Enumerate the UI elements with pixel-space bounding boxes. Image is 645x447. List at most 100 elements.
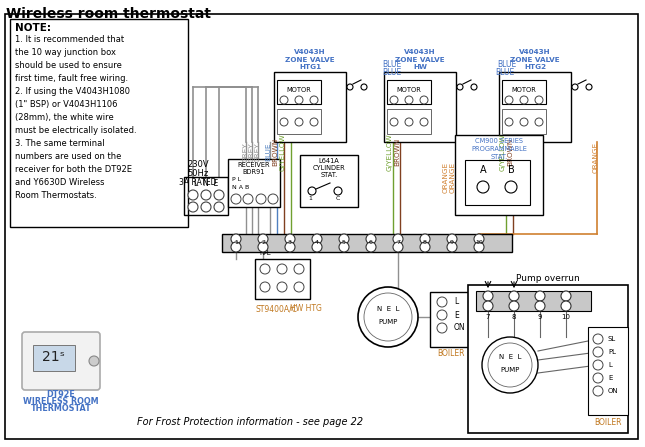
Circle shape bbox=[280, 118, 288, 126]
Text: 7: 7 bbox=[396, 240, 400, 245]
Text: 3A RATED: 3A RATED bbox=[179, 178, 217, 187]
Circle shape bbox=[231, 194, 241, 204]
Text: BROWN: BROWN bbox=[272, 138, 278, 166]
Circle shape bbox=[243, 194, 253, 204]
Text: must be electrically isolated.: must be electrically isolated. bbox=[15, 126, 137, 135]
Text: BROWN: BROWN bbox=[507, 138, 513, 166]
Circle shape bbox=[437, 297, 447, 307]
Circle shape bbox=[505, 181, 517, 193]
Circle shape bbox=[561, 301, 571, 311]
Circle shape bbox=[437, 310, 447, 320]
Text: PL: PL bbox=[608, 349, 616, 355]
Circle shape bbox=[89, 356, 99, 366]
Text: 9: 9 bbox=[450, 240, 454, 245]
Bar bbox=[502, 80, 546, 104]
Circle shape bbox=[561, 291, 571, 301]
Bar bbox=[455, 135, 543, 215]
Text: 3. The same terminal: 3. The same terminal bbox=[15, 139, 104, 148]
Bar bbox=[499, 72, 571, 142]
Text: should be used to ensure: should be used to ensure bbox=[15, 61, 122, 70]
Circle shape bbox=[201, 190, 211, 200]
Text: E: E bbox=[454, 311, 459, 320]
Bar bbox=[222, 234, 512, 252]
Circle shape bbox=[347, 84, 353, 90]
Text: V4043H
ZONE VALVE
HTG1: V4043H ZONE VALVE HTG1 bbox=[285, 49, 335, 70]
Circle shape bbox=[268, 194, 278, 204]
Text: CYLINDER: CYLINDER bbox=[313, 165, 345, 171]
Text: BLUE: BLUE bbox=[265, 143, 271, 161]
Circle shape bbox=[593, 360, 603, 370]
Circle shape bbox=[420, 118, 428, 126]
Text: 50Hz: 50Hz bbox=[188, 169, 208, 178]
FancyBboxPatch shape bbox=[22, 332, 100, 390]
Circle shape bbox=[505, 96, 513, 104]
Text: 21ˢ: 21ˢ bbox=[41, 350, 64, 364]
Text: A: A bbox=[480, 165, 486, 175]
Text: Wireless room thermostat: Wireless room thermostat bbox=[6, 7, 211, 21]
Bar bbox=[228, 159, 280, 207]
Circle shape bbox=[312, 234, 322, 244]
Bar bbox=[384, 72, 456, 142]
Circle shape bbox=[405, 96, 413, 104]
Text: numbers are used on the: numbers are used on the bbox=[15, 152, 121, 161]
Text: BDR91: BDR91 bbox=[243, 169, 265, 175]
Text: Pump overrun: Pump overrun bbox=[516, 274, 580, 283]
Text: GREY: GREY bbox=[243, 142, 249, 162]
Text: 8: 8 bbox=[511, 314, 516, 320]
Text: 7: 7 bbox=[486, 314, 490, 320]
Bar bbox=[465, 160, 530, 205]
Circle shape bbox=[405, 118, 413, 126]
Bar bbox=[502, 109, 546, 134]
Text: MOTOR: MOTOR bbox=[511, 87, 537, 93]
Bar bbox=[468, 285, 628, 433]
Circle shape bbox=[310, 118, 318, 126]
Text: For Frost Protection information - see page 22: For Frost Protection information - see p… bbox=[137, 417, 363, 427]
Text: L  N  E: L N E bbox=[194, 179, 218, 188]
Bar bbox=[33, 345, 75, 371]
Circle shape bbox=[260, 282, 270, 292]
Text: 10: 10 bbox=[475, 240, 483, 245]
Bar bbox=[277, 80, 321, 104]
Text: BLUE: BLUE bbox=[497, 60, 516, 69]
Text: WIRELESS ROOM: WIRELESS ROOM bbox=[23, 397, 99, 406]
Circle shape bbox=[201, 202, 211, 212]
Text: ST9400A/C: ST9400A/C bbox=[255, 304, 297, 313]
Circle shape bbox=[188, 202, 198, 212]
Text: ON: ON bbox=[608, 388, 619, 394]
Text: ORANGE: ORANGE bbox=[593, 141, 599, 173]
Circle shape bbox=[586, 84, 592, 90]
Text: ON: ON bbox=[454, 324, 466, 333]
Text: E: E bbox=[608, 375, 612, 381]
Circle shape bbox=[520, 118, 528, 126]
Circle shape bbox=[393, 242, 403, 252]
Circle shape bbox=[420, 234, 430, 244]
Text: 1: 1 bbox=[234, 240, 238, 245]
Circle shape bbox=[457, 84, 463, 90]
Text: N  E  L: N E L bbox=[377, 306, 399, 312]
Text: SL: SL bbox=[608, 336, 616, 342]
Circle shape bbox=[390, 96, 398, 104]
Circle shape bbox=[256, 194, 266, 204]
Bar bbox=[274, 72, 346, 142]
Circle shape bbox=[471, 84, 477, 90]
Text: N  E  L: N E L bbox=[499, 354, 521, 360]
Text: THERMOSTAT: THERMOSTAT bbox=[30, 404, 92, 413]
Text: N A B: N A B bbox=[232, 185, 249, 190]
Text: MOTOR: MOTOR bbox=[397, 87, 421, 93]
Bar bbox=[476, 291, 591, 311]
Circle shape bbox=[258, 234, 268, 244]
Bar bbox=[10, 19, 188, 227]
Circle shape bbox=[310, 96, 318, 104]
Circle shape bbox=[535, 118, 543, 126]
Circle shape bbox=[420, 96, 428, 104]
Text: BOILER: BOILER bbox=[594, 418, 622, 427]
Text: CM900 SERIES: CM900 SERIES bbox=[475, 138, 523, 144]
Text: V4043H
ZONE VALVE
HTG2: V4043H ZONE VALVE HTG2 bbox=[510, 49, 560, 70]
Circle shape bbox=[308, 187, 316, 195]
Text: 1: 1 bbox=[308, 196, 312, 201]
Circle shape bbox=[390, 118, 398, 126]
Circle shape bbox=[334, 187, 342, 195]
Text: L: L bbox=[608, 362, 612, 368]
Bar bbox=[300, 155, 358, 207]
Text: BLUE: BLUE bbox=[382, 68, 402, 77]
